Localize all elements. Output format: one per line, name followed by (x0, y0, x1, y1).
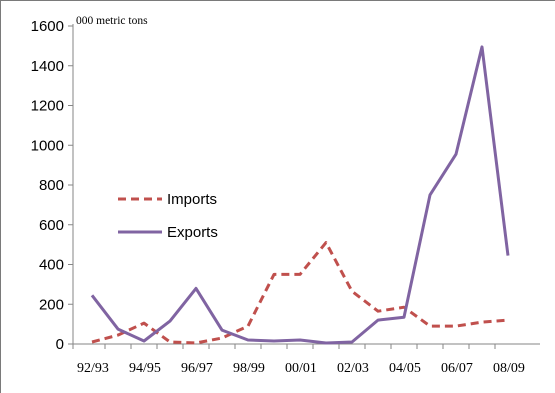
frame-left-border (0, 0, 1, 393)
x-tick-label: 08/09 (493, 361, 525, 376)
legend: Imports Exports (118, 191, 218, 241)
y-tick-label: 1000 (31, 137, 64, 154)
y-tick-label: 400 (39, 257, 64, 274)
y-tick-label: 600 (39, 217, 64, 234)
x-tick-label: 98/99 (233, 361, 265, 376)
x-tick-label: 92/93 (77, 361, 109, 376)
series-line-exports (90, 45, 510, 345)
x-tick-label: 02/03 (337, 361, 369, 376)
y-axis: 0 200 400 600 800 1000 1200 1400 1600 (31, 18, 74, 353)
x-tick-label: 94/95 (129, 361, 161, 376)
series-line-imports (91, 241, 509, 345)
x-tick-label: 00/01 (285, 361, 317, 376)
y-tick-label: 1600 (31, 18, 64, 35)
series-lines (90, 45, 510, 345)
x-tick-label: 96/97 (181, 361, 213, 376)
legend-label-exports: Exports (167, 224, 218, 241)
y-tick-label: 0 (56, 336, 64, 353)
y-tick-label: 1400 (31, 58, 64, 75)
frame-top-border (0, 0, 555, 1)
y-tick-label: 200 (39, 296, 64, 313)
legend-label-imports: Imports (167, 191, 217, 208)
x-tick-label: 04/05 (389, 361, 421, 376)
x-tick-label: 06/07 (441, 361, 473, 376)
x-axis: 92/93 94/95 96/97 98/99 00/01 02/03 04/05 06/07… (72, 343, 540, 376)
y-axis-unit-label: 000 metric tons (76, 15, 148, 27)
y-tick-label: 800 (39, 177, 64, 194)
y-tick-label: 1200 (31, 98, 64, 115)
